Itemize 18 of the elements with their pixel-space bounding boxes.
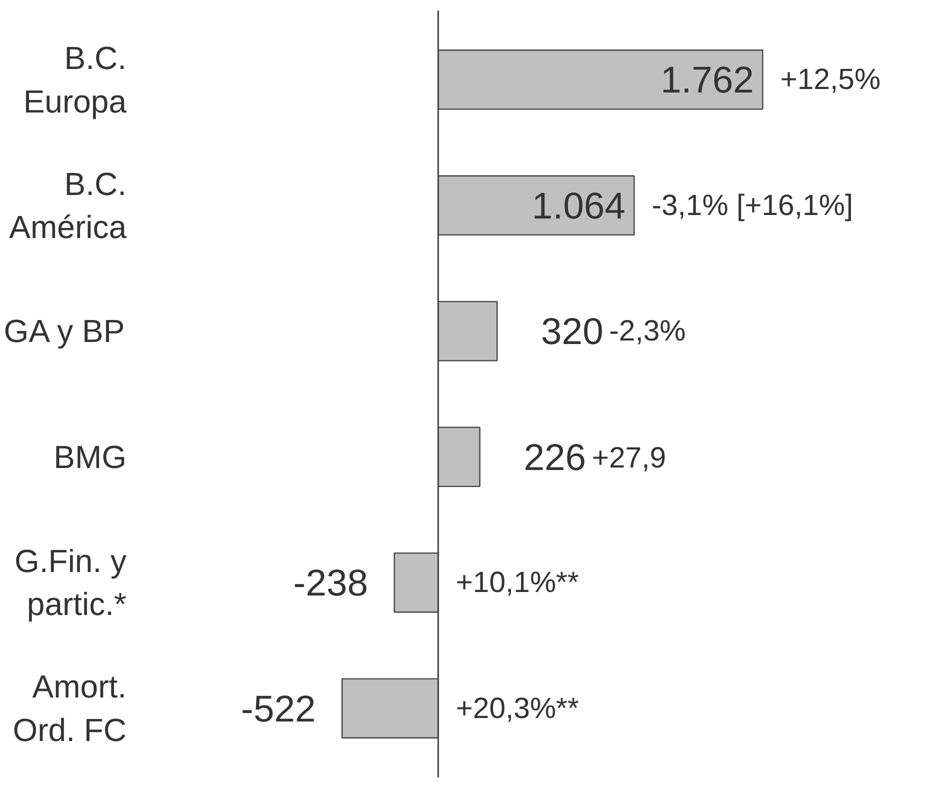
data-label: 1.064 xyxy=(532,184,626,226)
data-label: -238 xyxy=(293,562,368,604)
y-tick-label: B.C. Europa xyxy=(23,40,127,120)
annotation: +20,3%** xyxy=(456,692,579,725)
annotation: +10,1%** xyxy=(456,566,579,600)
annotation: -2,3% xyxy=(609,314,686,348)
annotation: +27,9 xyxy=(592,441,666,474)
y-tick-label: GA y BP xyxy=(4,313,125,350)
data-label: -522 xyxy=(241,687,316,730)
y-tick-label: BMG xyxy=(54,438,126,475)
data-label: 1.762 xyxy=(660,58,754,101)
annotation: -3,1% [+16,1%] xyxy=(652,188,854,222)
y-tick-label: Amort. Ord. FC xyxy=(12,668,126,748)
data-label: 226 xyxy=(524,436,586,478)
y-tick-label: B.C. América xyxy=(9,166,127,245)
y-tick-label: G.Fin. y partic.* xyxy=(14,543,126,622)
data-label: 320 xyxy=(541,310,604,352)
text: +12,5% xyxy=(780,63,881,96)
